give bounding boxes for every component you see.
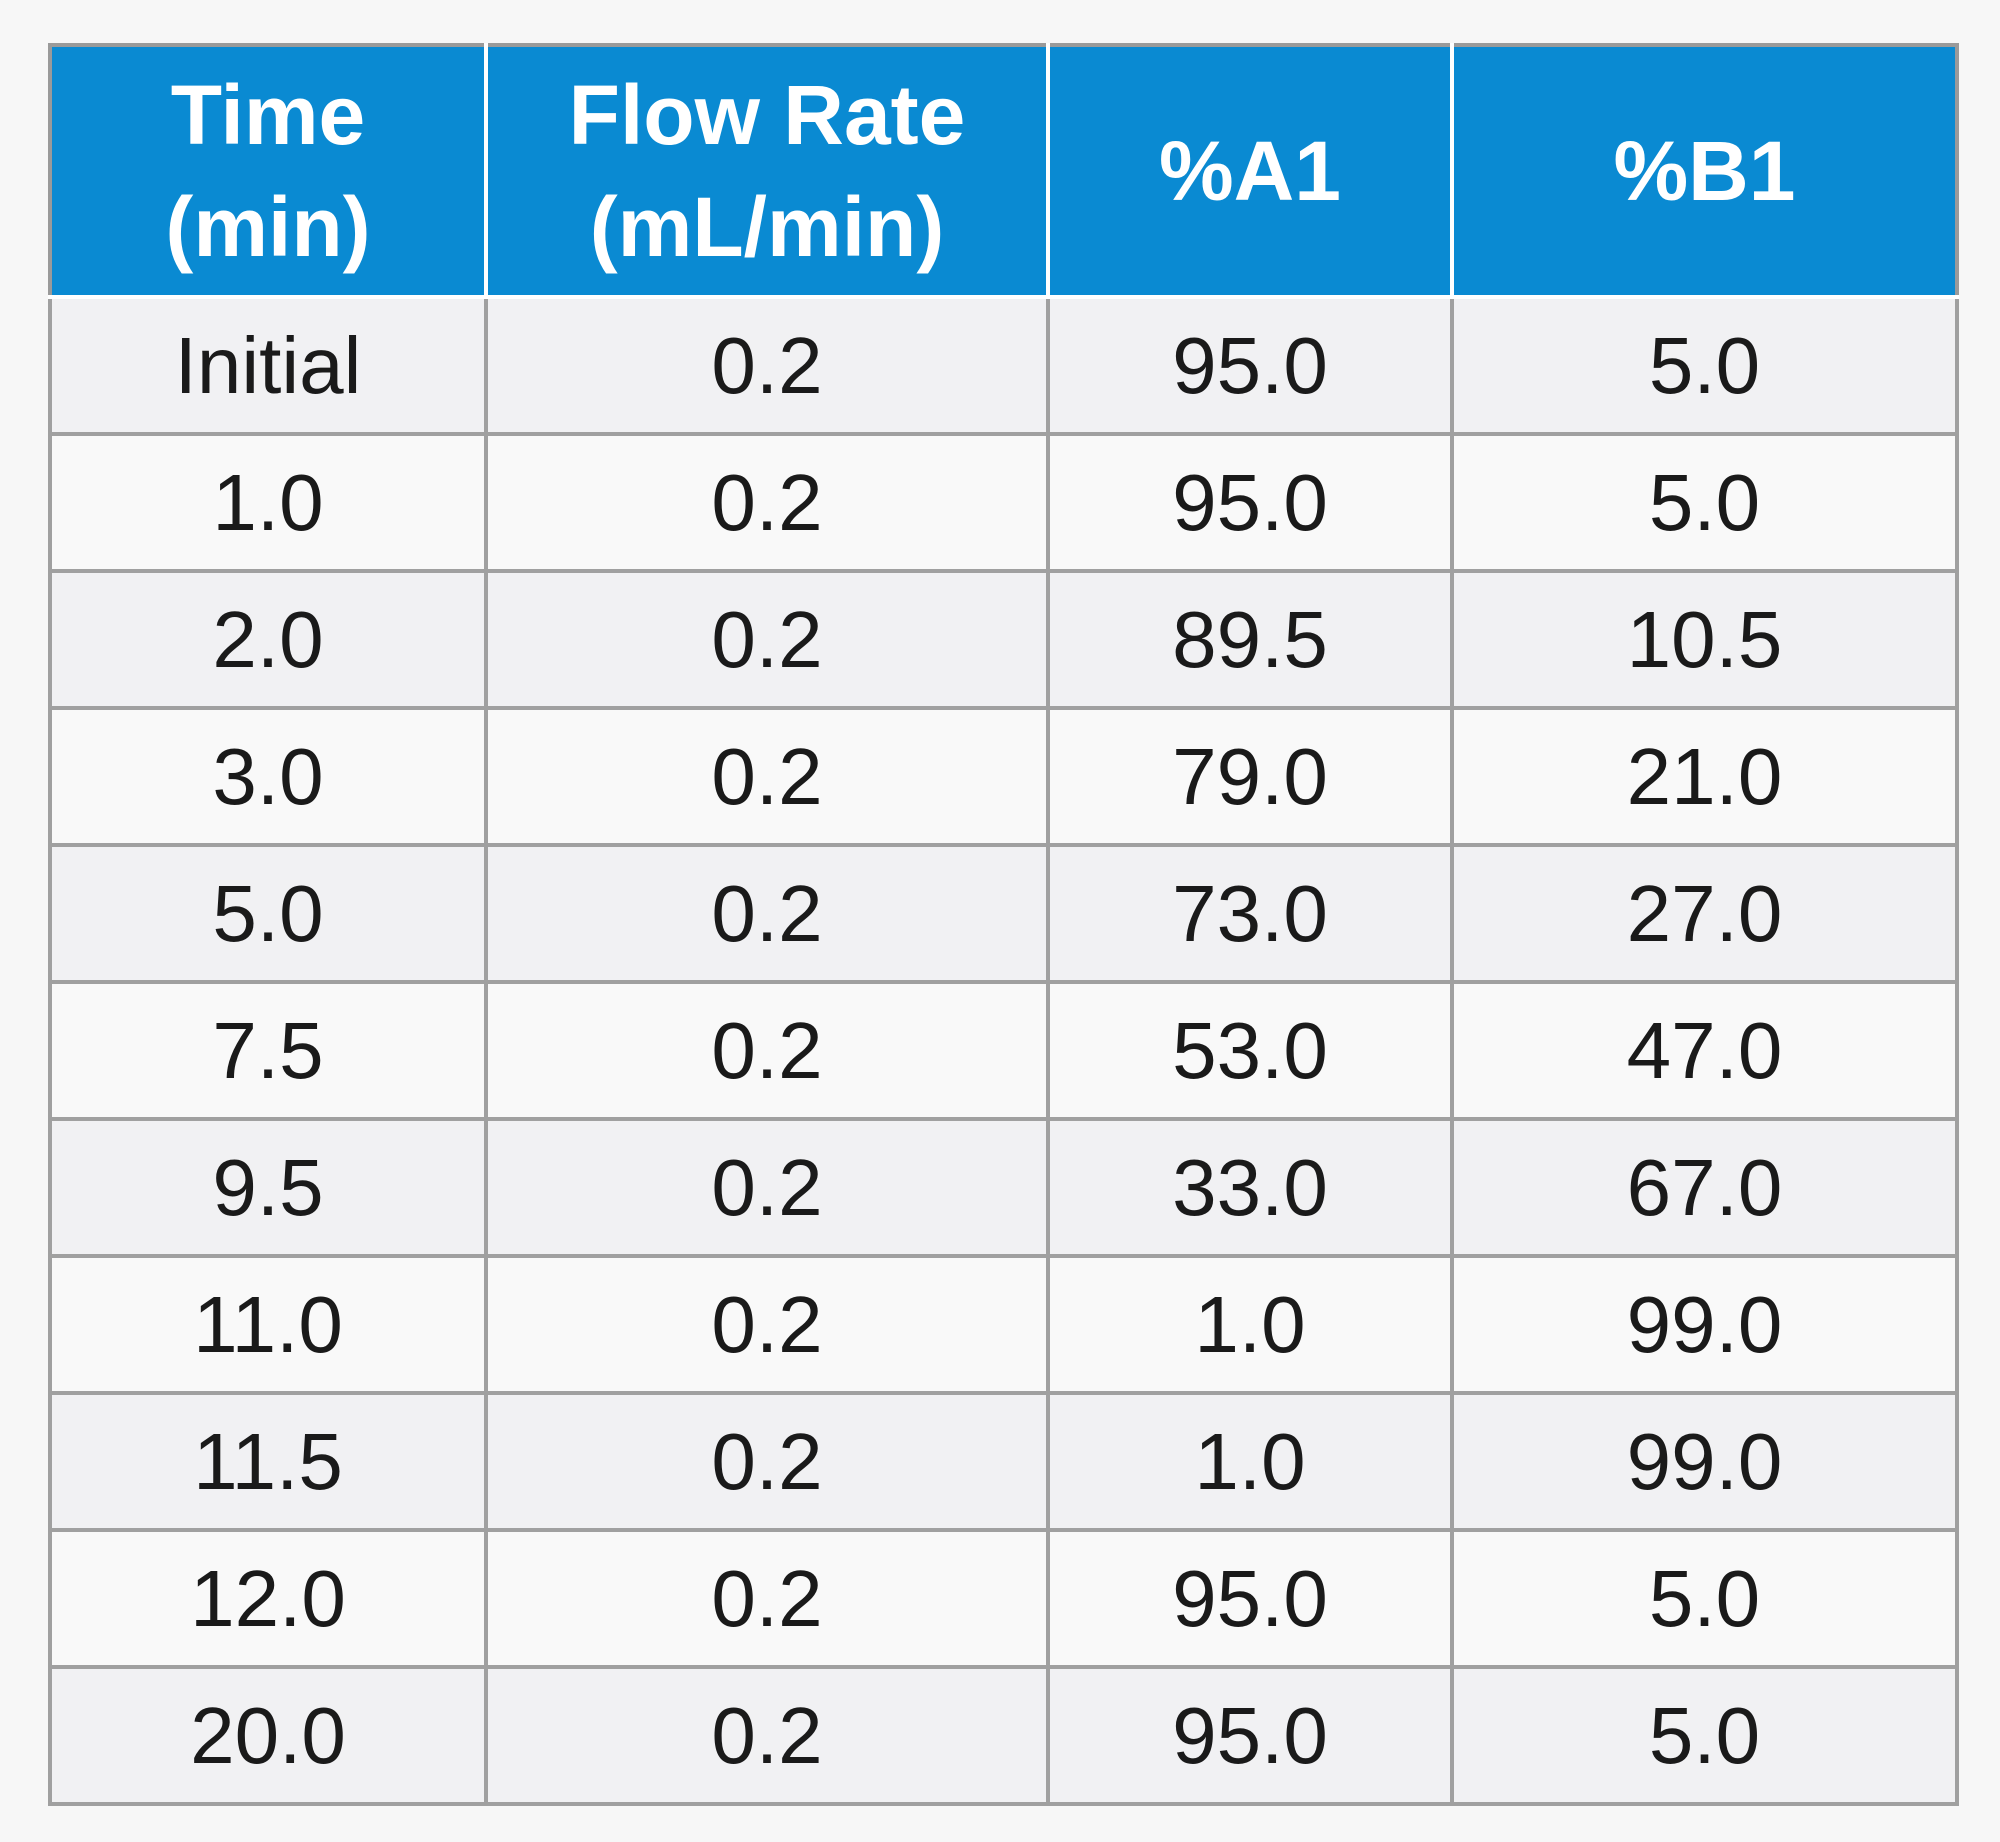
time-cell: 2.0: [48, 569, 488, 710]
b1-cell: 27.0: [1450, 843, 1959, 984]
a1-cell: 95.0: [1046, 1528, 1454, 1669]
header-time-line1: Time: [170, 68, 366, 162]
table-row: 1.0 0.2 95.0 5.0: [48, 432, 1959, 573]
flow-rate-cell: 0.2: [484, 569, 1050, 710]
b1-cell: 67.0: [1450, 1117, 1959, 1258]
a1-cell: 73.0: [1046, 843, 1454, 984]
header-flow-rate-line2: (mL/min): [589, 180, 945, 274]
b1-cell: 99.0: [1450, 1391, 1959, 1532]
a1-cell: 79.0: [1046, 706, 1454, 847]
b1-cell: 5.0: [1450, 432, 1959, 573]
b1-cell: 99.0: [1450, 1254, 1959, 1395]
flow-rate-cell: 0.2: [484, 1254, 1050, 1395]
table-row: 11.5 0.2 1.0 99.0: [48, 1391, 1959, 1532]
a1-cell: 89.5: [1046, 569, 1454, 710]
table-row: 7.5 0.2 53.0 47.0: [48, 980, 1959, 1121]
table-row: Initial 0.2 95.0 5.0: [48, 295, 1959, 436]
time-cell: 20.0: [48, 1665, 488, 1806]
gradient-table: Time (min) Flow Rate (mL/min) %A1 %B1 In…: [48, 43, 1959, 1806]
flow-rate-cell: 0.2: [484, 1528, 1050, 1669]
table-row: 20.0 0.2 95.0 5.0: [48, 1665, 1959, 1806]
b1-cell: 47.0: [1450, 980, 1959, 1121]
time-cell: 5.0: [48, 843, 488, 984]
b1-cell: 5.0: [1450, 1528, 1959, 1669]
header-b1-label: %B1: [1613, 124, 1796, 218]
time-cell: 9.5: [48, 1117, 488, 1258]
header-time: Time (min): [48, 43, 488, 299]
time-cell: 11.0: [48, 1254, 488, 1395]
table-row: 11.0 0.2 1.0 99.0: [48, 1254, 1959, 1395]
header-flow-rate: Flow Rate (mL/min): [484, 43, 1050, 299]
header-b1: %B1: [1450, 43, 1959, 299]
a1-cell: 95.0: [1046, 1665, 1454, 1806]
flow-rate-cell: 0.2: [484, 980, 1050, 1121]
flow-rate-cell: 0.2: [484, 295, 1050, 436]
a1-cell: 1.0: [1046, 1391, 1454, 1532]
time-cell: 12.0: [48, 1528, 488, 1669]
flow-rate-cell: 0.2: [484, 706, 1050, 847]
time-cell: 1.0: [48, 432, 488, 573]
gradient-table-container: Time (min) Flow Rate (mL/min) %A1 %B1 In…: [48, 43, 1959, 1806]
flow-rate-cell: 0.2: [484, 1665, 1050, 1806]
flow-rate-cell: 0.2: [484, 1391, 1050, 1532]
header-a1: %A1: [1046, 43, 1454, 299]
header-time-line2: (min): [165, 180, 371, 274]
a1-cell: 95.0: [1046, 432, 1454, 573]
time-cell: 3.0: [48, 706, 488, 847]
header-row: Time (min) Flow Rate (mL/min) %A1 %B1: [48, 43, 1959, 299]
b1-cell: 10.5: [1450, 569, 1959, 710]
flow-rate-cell: 0.2: [484, 432, 1050, 573]
header-flow-rate-line1: Flow Rate: [568, 68, 966, 162]
time-cell: Initial: [48, 295, 488, 436]
b1-cell: 21.0: [1450, 706, 1959, 847]
table-row: 12.0 0.2 95.0 5.0: [48, 1528, 1959, 1669]
a1-cell: 53.0: [1046, 980, 1454, 1121]
b1-cell: 5.0: [1450, 1665, 1959, 1806]
header-a1-label: %A1: [1158, 124, 1342, 218]
table-header: Time (min) Flow Rate (mL/min) %A1 %B1: [48, 43, 1959, 299]
b1-cell: 5.0: [1450, 295, 1959, 436]
a1-cell: 95.0: [1046, 295, 1454, 436]
table-row: 9.5 0.2 33.0 67.0: [48, 1117, 1959, 1258]
table-row: 5.0 0.2 73.0 27.0: [48, 843, 1959, 984]
table-row: 3.0 0.2 79.0 21.0: [48, 706, 1959, 847]
flow-rate-cell: 0.2: [484, 843, 1050, 984]
time-cell: 7.5: [48, 980, 488, 1121]
a1-cell: 1.0: [1046, 1254, 1454, 1395]
flow-rate-cell: 0.2: [484, 1117, 1050, 1258]
a1-cell: 33.0: [1046, 1117, 1454, 1258]
table-body: Initial 0.2 95.0 5.0 1.0 0.2 95.0 5.0 2.0 0.2 89.5…: [48, 295, 1959, 1806]
table-row: 2.0 0.2 89.5 10.5: [48, 569, 1959, 710]
time-cell: 11.5: [48, 1391, 488, 1532]
